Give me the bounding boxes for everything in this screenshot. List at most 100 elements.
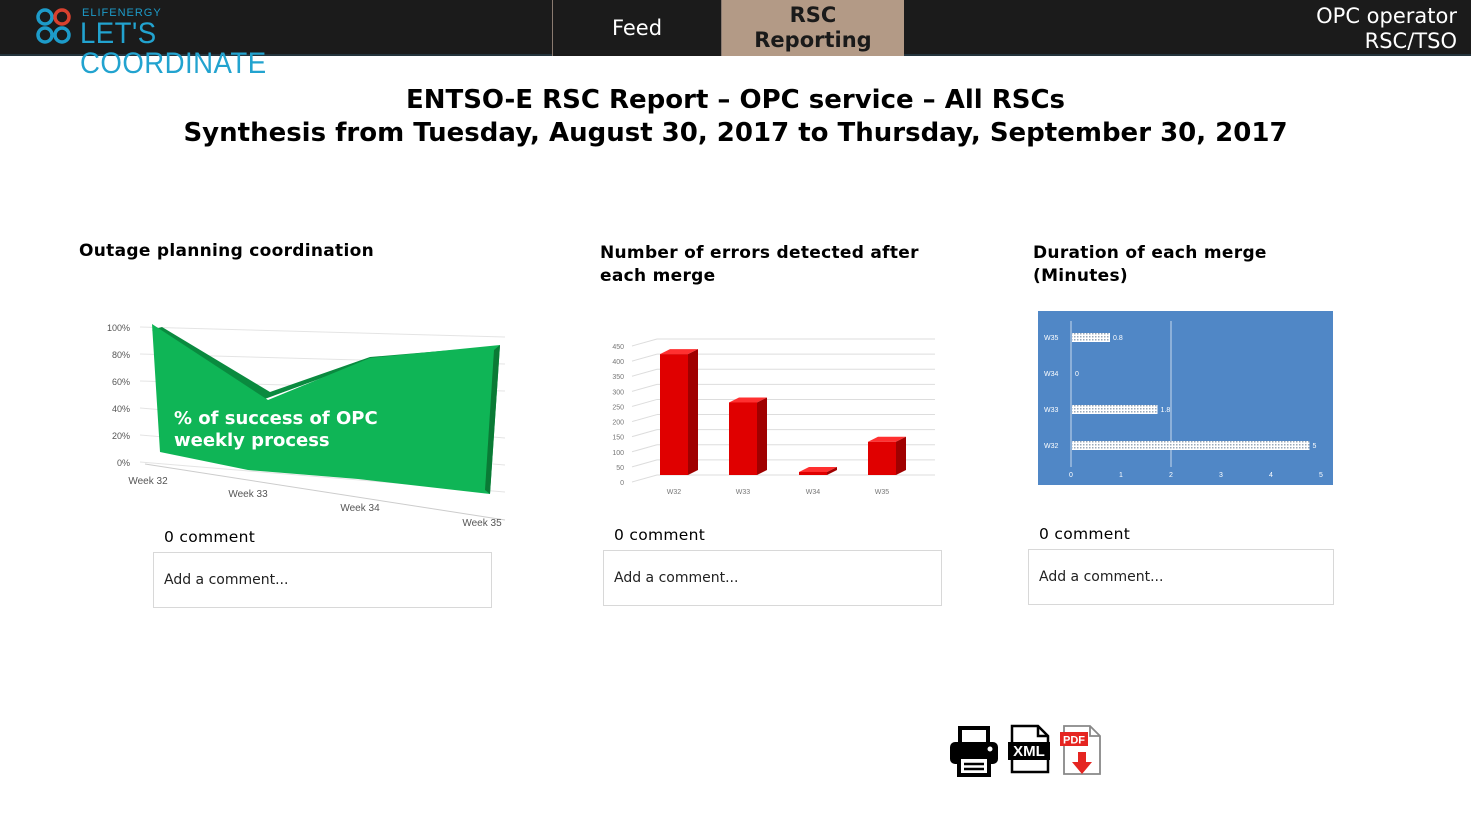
gridline-side [631, 338, 658, 347]
bar-top [660, 349, 698, 355]
y-tick-label: 100% [107, 323, 130, 333]
app-logo[interactable]: ELIFENERGY LET'S COORDINATE [34, 5, 354, 79]
x-tick-label: Week 35 [462, 518, 502, 529]
y-tick-label: W32 [1044, 443, 1059, 450]
gridline-side [631, 414, 658, 423]
xml-icon-label: XML [1013, 743, 1045, 760]
tab-rsc-reporting[interactable]: RSC Reporting [722, 0, 904, 56]
gridline-side [631, 398, 658, 407]
x-tick-label: Week 34 [340, 503, 380, 514]
bar-side [827, 466, 837, 475]
user-role-line2: RSC/TSO [1364, 29, 1457, 53]
bar-side [896, 436, 906, 475]
bar-top [868, 436, 906, 442]
area-edge [485, 345, 500, 494]
bar [1072, 405, 1158, 414]
user-role-line1: OPC operator [1316, 4, 1457, 28]
y-tick-label: W33 [1044, 407, 1059, 414]
panel-title-errors: Number of errors detected after each mer… [600, 243, 919, 286]
y-tick-label: 250 [612, 404, 624, 411]
chart-annotation: % of success of OPC weekly process [174, 408, 378, 451]
gridline-side [631, 368, 658, 377]
x-tick-label: 5 [1319, 472, 1323, 479]
comment-count: 0 comment [614, 526, 706, 544]
y-tick-label: 0 [620, 480, 624, 487]
bar [729, 402, 757, 475]
pdf-download-icon[interactable]: PDF [1058, 724, 1104, 778]
y-tick-label: 200 [612, 420, 624, 427]
data-label: 0.8 [1113, 335, 1123, 342]
y-tick-label: 50 [616, 465, 624, 472]
xml-icon[interactable]: XML [1006, 724, 1052, 776]
x-tick-label: 0 [1069, 472, 1073, 479]
x-tick-label: 4 [1269, 472, 1273, 479]
x-tick-label: Week 32 [128, 476, 168, 487]
report-title-line1: ENTSO-E RSC Report – OPC service – All R… [405, 85, 1066, 115]
data-label: 0 [1075, 371, 1079, 378]
y-tick-label: 20% [112, 431, 130, 441]
x-tick-label: W33 [736, 489, 751, 496]
x-tick-label: W34 [806, 489, 821, 496]
gridline [139, 326, 506, 338]
x-tick-label: W32 [667, 489, 682, 496]
gridline-side [631, 383, 658, 392]
y-tick-label: 60% [112, 377, 130, 387]
y-tick-label: 300 [612, 389, 624, 396]
bar [1072, 441, 1310, 450]
y-tick-label: 150 [612, 435, 624, 442]
y-tick-label: 400 [612, 359, 624, 366]
y-tick-label: 100 [612, 450, 624, 457]
y-tick-label: 350 [612, 374, 624, 381]
x-tick-label: 3 [1219, 472, 1223, 479]
data-label: 1.8 [1161, 407, 1171, 414]
printer-icon[interactable] [948, 724, 1000, 778]
bar [1072, 333, 1110, 342]
top-bar: ELIFENERGY LET'S COORDINATE Feed RSC Rep… [0, 0, 1471, 79]
y-tick-label: W35 [1044, 335, 1059, 342]
annotation-line: % of success of OPC [174, 408, 378, 429]
logo-rings-icon [36, 8, 71, 44]
bar-top [799, 466, 837, 472]
report-title-line2: Synthesis from Tuesday, August 30, 2017 … [183, 118, 1288, 148]
data-label: 5 [1313, 443, 1317, 450]
gridline-side [631, 459, 658, 468]
gridline-side [631, 474, 658, 483]
gridline-side [631, 353, 658, 362]
bar-side [757, 397, 767, 475]
y-tick-label: 0% [117, 458, 130, 468]
bar [660, 354, 688, 475]
panel-title-duration: Duration of each merge (Minutes) [1033, 243, 1267, 286]
x-tick-label: Week 33 [228, 489, 268, 500]
x-tick-label: 1 [1119, 472, 1123, 479]
gridline-side [631, 429, 658, 438]
bar [799, 471, 827, 475]
bar-top [729, 397, 767, 403]
comment-count: 0 comment [1039, 525, 1131, 543]
pdf-icon-label: PDF [1063, 735, 1085, 747]
y-tick-label: W34 [1044, 371, 1059, 378]
y-tick-label: 40% [112, 404, 130, 414]
y-tick-label: 80% [112, 350, 130, 360]
bar [868, 441, 896, 475]
panel-title-outage: Outage planning coordination [79, 241, 374, 261]
comment-input[interactable] [1028, 549, 1334, 605]
comment-count: 0 comment [164, 528, 256, 546]
logo-title: LET'S COORDINATE [80, 17, 267, 80]
area-series [152, 324, 500, 494]
x-axis-line [144, 463, 506, 521]
logo-company-text: ELIFENERGY [82, 7, 162, 19]
user-role[interactable]: OPC operator RSC/TSO [1316, 4, 1457, 54]
comment-input[interactable] [603, 550, 942, 606]
x-tick-label: W35 [875, 489, 890, 496]
tab-feed[interactable]: Feed [552, 0, 722, 56]
y-tick-label: 450 [612, 344, 624, 351]
report-title: ENTSO-E RSC Report – OPC service – All R… [0, 84, 1471, 150]
x-tick-label: 2 [1169, 472, 1173, 479]
bar-side [688, 349, 698, 475]
comment-input[interactable] [153, 552, 492, 608]
gridline-side [631, 444, 658, 453]
annotation-line: weekly process [174, 430, 330, 451]
